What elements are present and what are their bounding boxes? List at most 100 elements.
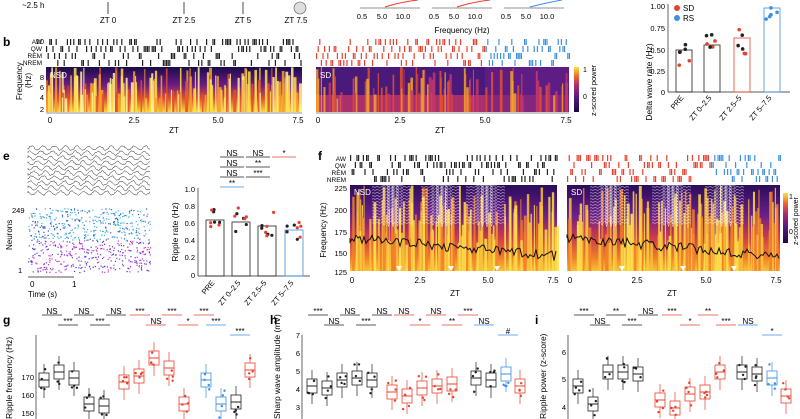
svg-text:ZT 2.5–5: ZT 2.5–5 (242, 279, 268, 308)
svg-text:0.5: 0.5 (429, 12, 439, 21)
svg-text:0: 0 (583, 94, 587, 101)
panel-f-yaxis: 225 200 175 150 125 (334, 184, 347, 277)
svg-text:***: *** (313, 307, 322, 316)
top-strip: ~2.5 h ZT 0 ZT 2.5 ZT 5 ZT 7.5 0.5 5.0 1… (22, 0, 564, 35)
ripple-rate-ylabel: Ripple rate (Hz) (170, 202, 180, 262)
svg-text:8: 8 (40, 73, 44, 82)
svg-text:***: *** (667, 307, 676, 316)
svg-text:150: 150 (21, 409, 34, 418)
panel-b-state-labels: AW QW REM NREM (23, 39, 43, 67)
svg-text:5.0: 5.0 (479, 116, 491, 125)
svg-text:0.50: 0.50 (650, 46, 665, 55)
svg-text:10: 10 (36, 37, 44, 46)
svg-text:5.0: 5.0 (482, 276, 494, 285)
svg-text:5.0: 5.0 (377, 12, 387, 21)
svg-text:AW: AW (32, 39, 43, 46)
svg-text:**: ** (613, 307, 619, 316)
svg-text:0.8: 0.8 (185, 202, 195, 211)
svg-text:***: *** (63, 317, 72, 326)
svg-text:NREM: NREM (23, 60, 42, 67)
svg-text:0.25: 0.25 (650, 67, 665, 76)
svg-text:ZT: ZT (435, 126, 445, 135)
svg-text:6: 6 (40, 83, 44, 92)
svg-text:NS: NS (594, 317, 605, 326)
svg-text:SD: SD (571, 188, 582, 197)
svg-text:***: *** (627, 317, 636, 326)
svg-text:NS: NS (226, 159, 237, 168)
svg-text:1.0: 1.0 (185, 185, 195, 194)
svg-text:NS: NS (430, 307, 441, 316)
svg-text:REM: REM (332, 170, 346, 177)
svg-text:*: * (282, 149, 285, 158)
svg-text:3: 3 (296, 403, 300, 412)
panel-f-state-labels: AW QW REM NREM (327, 156, 347, 184)
svg-text:PRE: PRE (200, 279, 217, 297)
top-fragment-text: ~2.5 h (22, 1, 44, 10)
svg-text:0.6: 0.6 (185, 219, 195, 228)
svg-text:NS: NS (344, 307, 355, 316)
svg-text:***: *** (463, 307, 472, 316)
svg-text:1: 1 (583, 67, 587, 74)
h-ylabel: Sharp wave amplitude (mV) (272, 314, 282, 419)
svg-text:5: 5 (296, 367, 300, 376)
svg-text:5.0: 5.0 (212, 116, 224, 125)
svg-text:NS: NS (742, 317, 753, 326)
panel-f-ylabel: Frequency (Hz) (319, 202, 328, 257)
svg-text:NS: NS (328, 317, 339, 326)
svg-text:***: *** (211, 317, 220, 326)
svg-text:*: * (186, 317, 189, 326)
svg-text:5.0: 5.0 (449, 12, 459, 21)
svg-text:225: 225 (334, 184, 347, 193)
svg-text:2.5: 2.5 (128, 116, 140, 125)
svg-text:2: 2 (40, 105, 44, 114)
svg-text:QW: QW (31, 46, 43, 53)
svg-text:NS: NS (110, 307, 121, 316)
svg-text:160: 160 (21, 391, 34, 400)
svg-text:7.5: 7.5 (560, 116, 572, 125)
panel-letter-e: e (3, 149, 10, 163)
svg-text:*: * (688, 317, 691, 326)
svg-text:ZT 0–2.5: ZT 0–2.5 (687, 94, 713, 123)
svg-text:NS: NS (252, 149, 263, 158)
svg-text:NS: NS (46, 307, 57, 316)
panel-b-xaxis-left: 0 2.5 5.0 7.5 ZT (46, 112, 304, 135)
svg-text:170: 170 (21, 373, 34, 382)
svg-text:NS: NS (226, 149, 237, 158)
svg-text:NS: NS (78, 307, 89, 316)
panel-b-yaxis: 10 8 6 4 2 (36, 37, 44, 114)
svg-text:ZT 5–7.5: ZT 5–7.5 (269, 279, 295, 308)
svg-text:4: 4 (296, 385, 300, 394)
svg-text:0.4: 0.4 (185, 236, 195, 245)
svg-text:200: 200 (334, 206, 347, 215)
colorbar-b-label: z-scored power (589, 64, 598, 116)
svg-text:5.0: 5.0 (521, 12, 531, 21)
legend-sd-dot (674, 5, 680, 11)
svg-text:ZT: ZT (667, 289, 677, 298)
svg-text:0: 0 (48, 116, 53, 125)
svg-text:0: 0 (350, 276, 355, 285)
svg-text:AW: AW (336, 156, 347, 163)
panel-b-ylabel: Frequency (15, 62, 24, 100)
svg-text:***: *** (167, 307, 176, 316)
hypnogram-sd-b (316, 39, 570, 66)
svg-text:***: *** (199, 307, 208, 316)
delta-ylabel: Delta wave rate (Hz) (644, 43, 654, 121)
svg-text:5: 5 (562, 375, 566, 384)
svg-text:***: *** (235, 327, 244, 336)
mini-psd-plots: 0.5 5.0 10.0 0.5 5.0 10.0 0.5 5.0 10.0 F… (357, 0, 564, 35)
svg-text:ZT 2.5–5: ZT 2.5–5 (717, 94, 743, 123)
neuron-tick-top: 249 (12, 206, 25, 215)
svg-text:***: *** (253, 169, 262, 178)
svg-text:125: 125 (334, 268, 347, 277)
svg-text:NREM: NREM (327, 177, 346, 184)
svg-text:0: 0 (568, 276, 573, 285)
svg-text:6: 6 (296, 349, 300, 358)
mouse-icon (293, 1, 307, 15)
colorbar-f (783, 193, 788, 243)
g-ylabel: Ripple frequency (Hz) (4, 337, 14, 419)
panel-letter-b: b (3, 35, 10, 49)
svg-text:150: 150 (334, 249, 347, 258)
svg-text:***: *** (579, 307, 588, 316)
colorbar-b (574, 67, 579, 112)
